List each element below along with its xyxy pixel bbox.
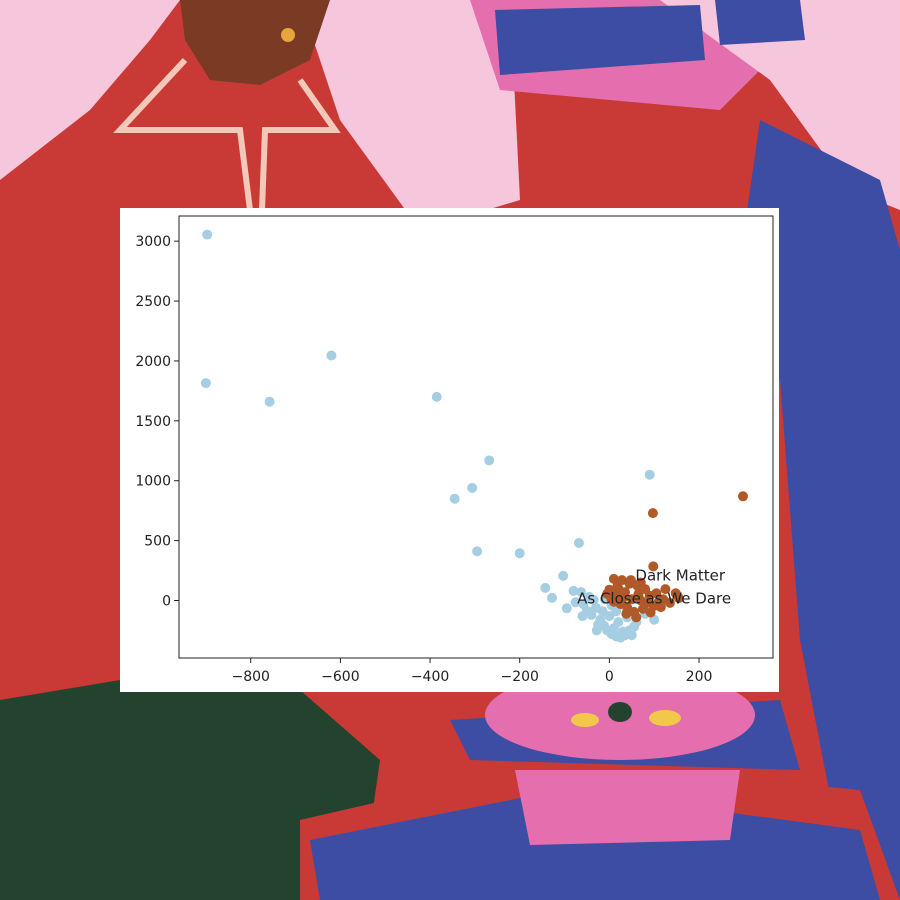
scatter-point-s1-1 bbox=[647, 508, 658, 519]
scatter-point-s1-35 bbox=[612, 581, 623, 592]
scatter-point-s0-1 bbox=[200, 378, 211, 389]
scatter-point-s0-17 bbox=[576, 587, 587, 598]
y-axis-ticks: 0 500 1000 1500 2000 2500 3000 bbox=[135, 234, 179, 610]
scatter-point-s0-11 bbox=[644, 469, 655, 480]
scatter-point-s0-12 bbox=[540, 582, 551, 593]
scatter-point-s0-49 bbox=[626, 630, 637, 641]
annotation-label: As Close as We Dare bbox=[577, 590, 731, 608]
scatter-point-s1-39 bbox=[606, 594, 617, 605]
x-tick-label: 200 bbox=[686, 669, 713, 685]
scatter-point-s0-0 bbox=[202, 229, 213, 240]
y-tick-label: 1500 bbox=[135, 414, 171, 430]
plot-frame bbox=[178, 215, 774, 659]
scatter-point-s0-4 bbox=[431, 391, 442, 402]
scatter-point-s1-37 bbox=[635, 577, 646, 588]
scatter-point-s1-13 bbox=[626, 594, 637, 605]
scatter-point-s0-10 bbox=[573, 538, 584, 548]
scatter-point-s0-8 bbox=[472, 546, 483, 557]
scatter-point-s1-20 bbox=[673, 593, 684, 604]
points-layer bbox=[200, 229, 748, 643]
scatter-point-s0-7 bbox=[449, 493, 460, 504]
scatter-point-s0-46 bbox=[611, 606, 622, 617]
scatter-point-s1-38 bbox=[653, 596, 664, 607]
scatter-point-s1-30 bbox=[651, 588, 662, 599]
scatter-point-s1-23 bbox=[638, 603, 648, 614]
scatter-point-s0-30 bbox=[570, 597, 581, 608]
annotations-layer: Dark Matter As Close as We Dare bbox=[577, 567, 731, 608]
scatter-point-s0-48 bbox=[591, 625, 602, 636]
scatter-point-s1-32 bbox=[621, 608, 632, 619]
scatter-point-s1-34 bbox=[645, 607, 656, 618]
x-tick-label: −800 bbox=[232, 669, 270, 685]
scatter-point-s0-13 bbox=[547, 592, 557, 603]
scatter-point-s1-0 bbox=[738, 491, 748, 502]
x-tick-label: −200 bbox=[500, 669, 538, 685]
scatter-point-s1-36 bbox=[625, 575, 636, 586]
scatter-point-s0-2 bbox=[264, 396, 275, 407]
scatter-point-s0-38 bbox=[617, 626, 628, 637]
y-tick-label: 0 bbox=[162, 594, 171, 610]
scatter-point-s0-3 bbox=[326, 350, 337, 361]
scatter-point-s0-15 bbox=[561, 603, 572, 614]
scatter-point-s1-31 bbox=[660, 584, 671, 595]
y-tick-label: 2500 bbox=[135, 294, 171, 310]
scatter-point-s0-16 bbox=[568, 585, 579, 596]
scatter-point-s0-43 bbox=[584, 591, 595, 602]
scatter-point-s0-14 bbox=[558, 570, 569, 581]
scatter-point-s1-33 bbox=[631, 612, 642, 623]
scatter-point-s0-37 bbox=[613, 617, 624, 628]
scatter-point-s0-47 bbox=[577, 611, 588, 622]
x-tick-label: −600 bbox=[321, 669, 359, 685]
scatter-point-s0-9 bbox=[514, 548, 525, 559]
scatter-point-s1-2 bbox=[648, 561, 659, 572]
annotation-label: Dark Matter bbox=[635, 567, 725, 585]
y-tick-label: 500 bbox=[144, 534, 171, 550]
y-tick-label: 1000 bbox=[135, 474, 171, 490]
x-tick-label: −400 bbox=[411, 669, 449, 685]
y-tick-label: 3000 bbox=[135, 234, 171, 250]
x-axis-ticks: −800 −600 −400 −200 0 200 bbox=[232, 658, 713, 685]
scatter-point-s0-5 bbox=[484, 455, 495, 466]
x-tick-label: 0 bbox=[605, 669, 614, 685]
scatter-point-s0-6 bbox=[467, 482, 478, 493]
y-tick-label: 2000 bbox=[135, 354, 171, 370]
scatter-plot-figure: Dark Matter As Close as We Dare −800 −600−… bbox=[120, 208, 779, 692]
